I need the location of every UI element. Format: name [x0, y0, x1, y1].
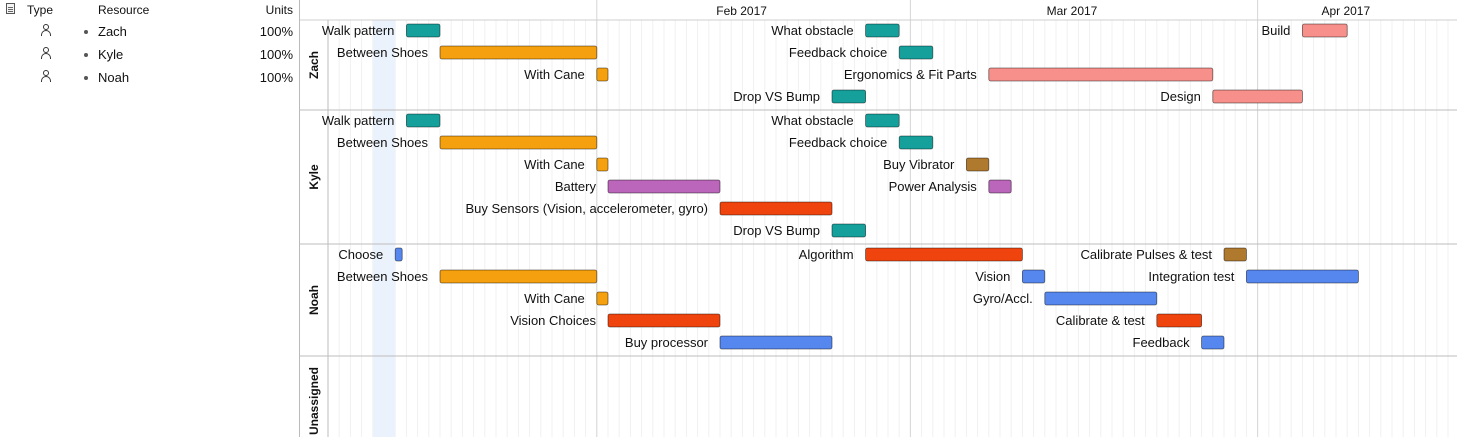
task-label: Gyro/Accl.: [973, 291, 1033, 306]
task-bar[interactable]: [719, 335, 833, 350]
task-label: Vision: [975, 269, 1010, 284]
task-label: Power Analysis: [889, 179, 978, 194]
task-label: Between Shoes: [337, 45, 429, 60]
task-bar[interactable]: [406, 23, 441, 38]
task-bar[interactable]: [966, 157, 990, 172]
task-label: Build: [1261, 23, 1290, 38]
task-label: Integration test: [1148, 269, 1234, 284]
task-label: What obstacle: [771, 113, 853, 128]
resource-row-noah[interactable]: Noah 100%: [0, 67, 299, 89]
task-bar[interactable]: [439, 135, 598, 150]
month-label: Apr 2017: [1321, 4, 1370, 18]
task-label: Design: [1160, 89, 1200, 104]
bullet-icon: [84, 30, 88, 34]
resource-table: Type Resource Units Zach 100% Kyle 100% …: [0, 0, 299, 437]
group-label: Kyle: [307, 164, 321, 190]
resource-row-kyle[interactable]: Kyle 100%: [0, 44, 299, 66]
task-bar[interactable]: [406, 113, 441, 128]
task-bar[interactable]: [1246, 269, 1359, 284]
task-bar[interactable]: [988, 67, 1214, 82]
resource-units[interactable]: 100%: [259, 70, 293, 85]
task-bar[interactable]: [1223, 247, 1247, 262]
task-label: Feedback choice: [789, 45, 887, 60]
task-bar[interactable]: [1302, 23, 1348, 38]
group-label: Zach: [307, 51, 321, 79]
gantt-chart[interactable]: Feb 2017 Mar 2017 Apr 2017 Zach Walk pattern…: [299, 0, 1457, 437]
group-label: Unassigned: [307, 367, 321, 435]
task-bar[interactable]: [865, 247, 1023, 262]
task-label: Choose: [338, 247, 383, 262]
task-bar[interactable]: [898, 45, 934, 60]
task-label: Calibrate Pulses & test: [1080, 247, 1212, 262]
task-bar[interactable]: [607, 313, 721, 328]
task-bar[interactable]: [607, 179, 721, 194]
task-bar[interactable]: [394, 247, 403, 262]
month-label: Feb 2017: [716, 4, 767, 18]
task-label: With Cane: [524, 67, 585, 82]
task-label: Feedback: [1133, 335, 1191, 350]
task-label: Buy Sensors (Vision, accelerometer, gyro…: [465, 201, 708, 216]
task-bar[interactable]: [439, 45, 598, 60]
resource-units[interactable]: 100%: [259, 24, 293, 39]
gantt-background: [300, 0, 1457, 437]
task-bar[interactable]: [865, 23, 900, 38]
bullet-icon: [84, 76, 88, 80]
bullet-icon: [84, 53, 88, 57]
task-label: Drop VS Bump: [733, 223, 820, 238]
task-label: What obstacle: [771, 23, 853, 38]
task-bar[interactable]: [831, 89, 866, 104]
task-label: Ergonomics & Fit Parts: [844, 67, 977, 82]
task-bar[interactable]: [439, 269, 598, 284]
task-label: Buy Vibrator: [883, 157, 955, 172]
task-bar[interactable]: [1212, 89, 1303, 104]
task-label: Between Shoes: [337, 269, 429, 284]
resource-name[interactable]: Zach: [98, 24, 127, 39]
group-label: Noah: [307, 285, 321, 315]
task-bar[interactable]: [1022, 269, 1046, 284]
task-bar[interactable]: [719, 201, 833, 216]
task-bar[interactable]: [596, 291, 609, 306]
column-header-units[interactable]: Units: [265, 3, 293, 17]
document-icon: [6, 3, 15, 14]
resource-group-kyle: Kyle Walk pattern Between Shoes With Cane Ba…: [307, 113, 1012, 238]
column-header-resource[interactable]: Resource: [98, 3, 150, 17]
task-bar[interactable]: [596, 157, 609, 172]
resource-group-noah: Noah Choose Between Shoes With Cane Vision C…: [307, 247, 1359, 350]
task-label: Buy processor: [625, 335, 709, 350]
task-label: With Cane: [524, 157, 585, 172]
task-label: Battery: [555, 179, 597, 194]
task-bar[interactable]: [596, 67, 609, 82]
person-icon: [40, 70, 52, 84]
task-bar[interactable]: [865, 113, 900, 128]
column-header-type[interactable]: Type: [27, 3, 54, 17]
person-icon: [40, 47, 52, 61]
resource-name[interactable]: Noah: [98, 70, 130, 85]
task-bar[interactable]: [898, 135, 934, 150]
task-bar[interactable]: [1201, 335, 1225, 350]
task-label: Feedback choice: [789, 135, 887, 150]
task-label: Algorithm: [799, 247, 854, 262]
person-icon: [40, 24, 52, 38]
task-label: Vision Choices: [510, 313, 596, 328]
task-bar[interactable]: [1156, 313, 1202, 328]
task-bar[interactable]: [1044, 291, 1158, 306]
resource-name[interactable]: Kyle: [98, 47, 124, 62]
task-label: With Cane: [524, 291, 585, 306]
resource-row-zach[interactable]: Zach 100%: [0, 21, 299, 43]
task-label: Drop VS Bump: [733, 89, 820, 104]
task-label: Calibrate & test: [1056, 313, 1145, 328]
resource-group-unassigned: Unassigned: [307, 367, 321, 435]
task-bar[interactable]: [831, 223, 866, 238]
task-label: Walk pattern: [322, 113, 395, 128]
resource-units[interactable]: 100%: [259, 47, 293, 62]
month-label: Mar 2017: [1047, 4, 1098, 18]
task-label: Between Shoes: [337, 135, 429, 150]
task-label: Walk pattern: [322, 23, 395, 38]
task-bar[interactable]: [988, 179, 1012, 194]
